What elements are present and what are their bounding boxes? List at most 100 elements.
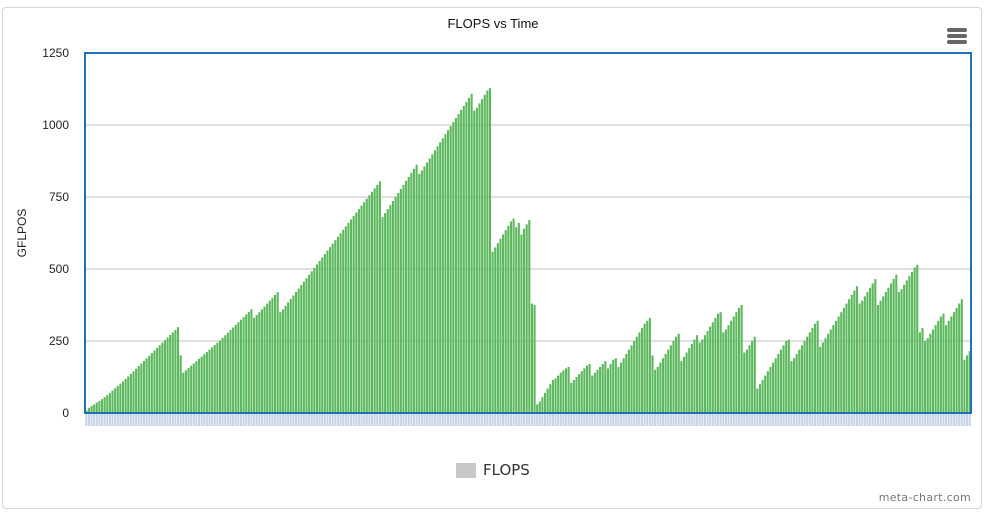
- bar: [779, 349, 783, 413]
- x-tick: [462, 414, 465, 426]
- x-tick: [326, 414, 329, 426]
- x-tick: [315, 414, 318, 426]
- credits-link[interactable]: meta-chart.com: [878, 491, 971, 504]
- x-tick: [488, 414, 491, 426]
- bar: [892, 279, 895, 413]
- bar: [685, 352, 688, 413]
- x-tick: [116, 414, 119, 426]
- bar: [913, 267, 916, 413]
- x-tick: [190, 414, 193, 426]
- bar: [659, 362, 662, 413]
- bar: [528, 220, 531, 413]
- x-tick: [352, 414, 355, 426]
- bar: [412, 168, 416, 413]
- bar: [625, 353, 628, 413]
- bar: [580, 371, 583, 413]
- x-tick: [952, 414, 955, 426]
- x-tick: [806, 414, 809, 426]
- x-tick: [433, 414, 436, 426]
- y-tick-label: 0: [62, 406, 69, 420]
- x-tick: [475, 414, 478, 426]
- bar: [103, 397, 106, 413]
- bar: [887, 287, 890, 413]
- bar: [373, 188, 376, 413]
- bar: [494, 247, 497, 413]
- plot-area-border: [84, 52, 972, 414]
- x-tick: [627, 414, 630, 426]
- x-tick: [777, 414, 780, 426]
- bar: [554, 378, 557, 413]
- bar: [90, 405, 93, 413]
- hamburger-menu-button[interactable]: [944, 24, 970, 46]
- x-tick: [247, 414, 250, 426]
- x-tick: [790, 414, 793, 426]
- x-tick: [368, 414, 371, 426]
- bar: [363, 202, 366, 413]
- x-tick: [874, 414, 877, 426]
- bar: [931, 329, 935, 413]
- bar: [234, 324, 237, 413]
- x-tick: [166, 414, 169, 426]
- bar: [693, 339, 696, 413]
- x-tick: [496, 414, 499, 426]
- bar: [827, 333, 830, 413]
- bar: [614, 358, 617, 413]
- x-tick: [169, 414, 172, 426]
- x-tick: [551, 414, 554, 426]
- x-tick: [468, 414, 471, 426]
- bar: [808, 332, 811, 413]
- legend-item-flops[interactable]: FLOPS: [456, 460, 530, 480]
- bar: [727, 325, 730, 413]
- x-tick: [869, 414, 872, 426]
- x-tick: [580, 414, 583, 426]
- bar: [745, 349, 748, 413]
- x-tick: [441, 414, 444, 426]
- x-tick: [808, 414, 811, 426]
- x-tick: [355, 414, 358, 426]
- x-tick: [740, 414, 743, 426]
- bar: [816, 320, 819, 413]
- x-tick: [119, 414, 122, 426]
- bar: [253, 317, 256, 413]
- x-tick: [407, 414, 410, 426]
- x-tick: [108, 414, 111, 426]
- bar: [247, 311, 250, 413]
- bar: [939, 316, 942, 413]
- x-tick: [504, 414, 507, 426]
- x-tick: [829, 414, 832, 426]
- bar: [397, 192, 400, 413]
- x-tick: [646, 414, 649, 426]
- bar: [132, 371, 135, 413]
- bar: [274, 294, 277, 413]
- bar: [536, 404, 539, 413]
- bar: [491, 251, 494, 413]
- x-tick: [150, 414, 153, 426]
- bar: [562, 370, 565, 413]
- x-tick: [292, 414, 295, 426]
- x-tick: [163, 414, 166, 426]
- bar: [601, 364, 604, 413]
- x-tick: [491, 414, 494, 426]
- x-tick: [743, 414, 746, 426]
- x-tick: [177, 414, 180, 426]
- x-tick: [365, 414, 368, 426]
- x-tick: [772, 414, 775, 426]
- x-tick: [428, 414, 431, 426]
- bar: [585, 365, 589, 413]
- bar: [897, 292, 900, 413]
- bar: [284, 305, 287, 413]
- bar: [515, 227, 518, 413]
- bar: [777, 353, 780, 413]
- bar: [436, 146, 439, 413]
- x-tick: [371, 414, 374, 426]
- bar: [502, 234, 505, 413]
- x-tick: [245, 414, 248, 426]
- x-tick: [617, 414, 620, 426]
- bar: [620, 362, 623, 413]
- x-tick: [604, 414, 607, 426]
- x-tick: [565, 414, 568, 426]
- bar: [824, 338, 827, 413]
- bar: [591, 375, 594, 413]
- x-tick: [554, 414, 557, 426]
- bar: [782, 345, 785, 413]
